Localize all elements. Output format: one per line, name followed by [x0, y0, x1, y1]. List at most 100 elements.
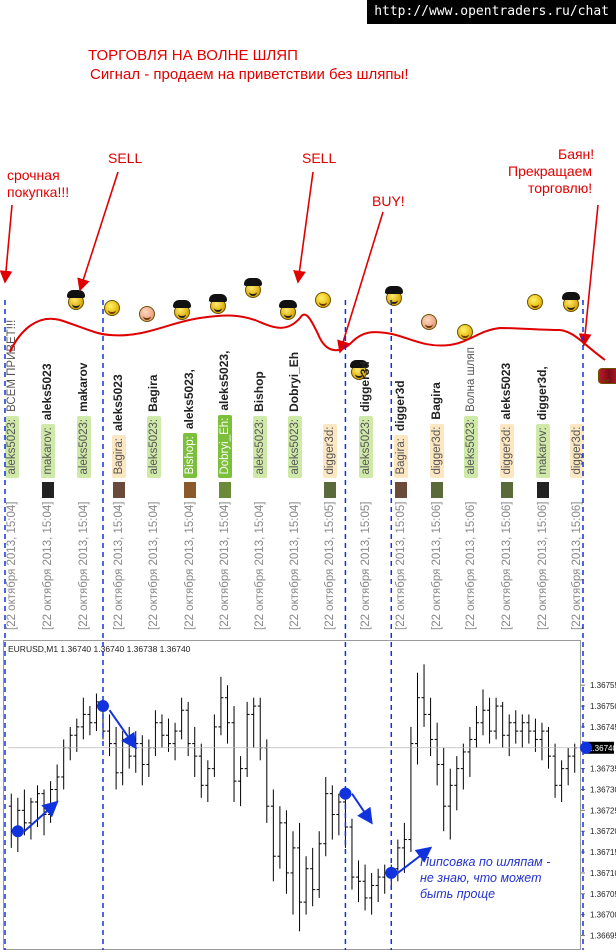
chat-message-7: [22 октября 2013, 15:04] aleks5023: Bisho… — [252, 371, 268, 630]
entry-marker — [580, 741, 592, 754]
y-tick-label: 1.36695 — [590, 931, 616, 940]
current-price-label: 1.36740 — [588, 744, 616, 753]
chat-message-4: [22 октября 2013, 15:04] aleks5023: Bagir… — [146, 374, 162, 630]
message-addressee[interactable]: Dobryi_Eh — [287, 351, 302, 412]
message-addressee[interactable]: aleks5023 — [40, 363, 55, 421]
message-sender[interactable]: Bagira: — [394, 435, 409, 478]
message-sender[interactable]: digger3d: — [569, 423, 584, 478]
message-addressee[interactable]: makarov — [75, 362, 90, 412]
chat-message-12: [22 октября 2013, 15:06] digger3d: Bagira — [429, 382, 444, 630]
message-addressee[interactable]: aleks5023, — [216, 350, 231, 411]
annotation-sell-1: SELL — [108, 150, 143, 166]
message-date: [22 октября 2013, 15:04] — [42, 501, 55, 630]
headline-subtitle: Сигнал - продаем на приветствии без шляп… — [90, 66, 409, 83]
message-date: [22 октября 2013, 15:04] — [183, 501, 196, 630]
y-tick-label: 1.36735 — [590, 765, 616, 774]
current-price-box — [584, 741, 614, 754]
chat-message-15: [22 октября 2013, 15:06] makarov: digger3d… — [535, 366, 550, 630]
black-hat-smiley-icon — [243, 278, 262, 298]
message-date: [22 октября 2013, 15:05] — [360, 501, 372, 630]
user-avatar[interactable] — [395, 481, 408, 498]
message-sender[interactable]: makarov: — [41, 424, 56, 478]
annotation-urgent-buy-2: покупка!!! — [7, 184, 70, 200]
black-hat-smiley-icon — [279, 300, 298, 320]
message-sender[interactable]: aleks5023: — [463, 415, 478, 478]
annotation-stop-1: Баян! — [558, 146, 595, 162]
message-addressee[interactable]: Bagira — [428, 382, 443, 420]
y-tick-label: 1.36710 — [590, 869, 616, 878]
site-url[interactable]: http://www.opentraders.ru/chat — [367, 0, 616, 24]
message-date: [22 октября 2013, 15:04] — [148, 501, 161, 630]
message-addressee[interactable]: Bishop — [252, 371, 267, 412]
y-tick-label: 1.36730 — [590, 785, 616, 794]
user-avatar[interactable] — [501, 481, 514, 498]
message-date: [22 октября 2013, 15:06] — [430, 501, 443, 630]
y-tick-label: 1.36755 — [590, 681, 616, 690]
message-sender[interactable]: Bishop: — [182, 433, 197, 478]
message-sender[interactable]: Bagira: — [111, 435, 126, 478]
message-addressee[interactable]: Bagira — [146, 374, 161, 412]
user-avatar[interactable] — [42, 481, 55, 498]
user-avatar[interactable] — [323, 481, 336, 498]
message-addressee[interactable]: aleks5023 — [110, 374, 125, 432]
chat-message-1: [22 октября 2013, 15:04] makarov: aleks502… — [40, 363, 56, 630]
message-sender[interactable]: aleks5023: — [359, 415, 373, 478]
message-date: [22 октября 2013, 15:04] — [254, 501, 267, 630]
message-addressee[interactable]: digger3d — [393, 380, 408, 432]
chat-message-13: [22 октября 2013, 15:06] aleks5023: Волна… — [463, 347, 478, 630]
message-sender[interactable]: aleks5023: — [5, 415, 19, 478]
pip-note-line-2: не знаю, что может — [420, 871, 542, 885]
message-date: [22 октября 2013, 15:04] — [289, 501, 302, 630]
black-hat-smiley-icon — [561, 292, 580, 312]
chat-message-0: [22 октября 2013, 15:04] aleks5023: ВСЕМ … — [5, 320, 19, 630]
message-sender[interactable]: aleks5023: — [253, 415, 268, 478]
message-sender[interactable]: digger3d: — [429, 423, 444, 478]
black-hat-smiley-icon — [173, 300, 192, 320]
pip-note-line-1: Пипсовка по шляпам - — [420, 855, 551, 869]
user-avatar[interactable] — [112, 481, 125, 498]
smiley-icon — [315, 292, 332, 308]
dizzy-smiley-icon — [421, 314, 438, 330]
chat-message-11: [22 октября 2013, 15:05] Bagira: digger3d — [393, 380, 409, 630]
user-avatar[interactable] — [430, 481, 443, 498]
buy-pointer — [337, 211, 384, 354]
message-addressee[interactable]: digger3d, — [534, 366, 549, 421]
black-hat-smiley-icon — [208, 294, 227, 314]
message-sender[interactable]: aleks5023: — [76, 415, 91, 478]
user-avatar[interactable] — [218, 481, 231, 498]
message-sender[interactable]: makarov: — [535, 424, 550, 478]
message-sender[interactable]: aleks5023: — [288, 415, 303, 478]
chat-message-14: [22 октября 2013, 15:06] digger3d: aleks50… — [499, 362, 515, 630]
black-hat-smiley-icon — [385, 286, 403, 306]
chat-message-3: [22 октября 2013, 15:04] Bagira: aleks5023 — [111, 374, 126, 630]
message-text: ВСЕМ ПРИВЕТ!!! — [6, 319, 18, 412]
sell-2-pointer — [293, 171, 314, 284]
message-sender[interactable]: digger3d: — [322, 423, 337, 478]
y-tick-label: 1.36725 — [590, 806, 616, 815]
chat-message-9: [22 октября 2013, 15:05] digger3d: — [322, 423, 337, 630]
user-avatar[interactable] — [536, 481, 549, 498]
message-addressee[interactable]: aleks5023, — [181, 369, 196, 430]
message-addressee[interactable]: aleks5023 — [499, 362, 514, 420]
message-sender[interactable]: aleks5023: — [147, 415, 162, 478]
black-hat-smiley-icon — [67, 290, 86, 310]
user-avatar[interactable] — [183, 481, 196, 498]
message-date: [22 октября 2013, 15:06] — [501, 501, 514, 630]
chat-message-2: [22 октября 2013, 15:04] aleks5023: makar… — [76, 363, 91, 630]
grin-smiley-icon — [527, 294, 544, 310]
y-tick-label: 1.36750 — [590, 702, 616, 711]
message-sender[interactable]: digger3d: — [500, 423, 515, 478]
urgent-buy-pointer — [0, 204, 13, 284]
annotation-urgent-buy-1: срочная — [7, 167, 60, 183]
message-date: [22 октября 2013, 15:04] — [218, 501, 231, 630]
message-sender[interactable]: Dobryi_Eh: — [217, 414, 232, 478]
message-date: [22 октября 2013, 15:06] — [536, 501, 549, 630]
chart-frame — [3, 640, 581, 950]
accordion-smiley-icon — [597, 368, 616, 384]
smiley-icon — [103, 300, 120, 316]
message-addressee[interactable]: digger3d — [358, 361, 372, 412]
chat-message-16: [22 октября 2013, 15:06] digger3d: — [569, 423, 584, 630]
headline-title: ТОРГОВЛЯ НА ВОЛНЕ ШЛЯП — [88, 47, 298, 64]
smiley-icon — [456, 324, 473, 340]
